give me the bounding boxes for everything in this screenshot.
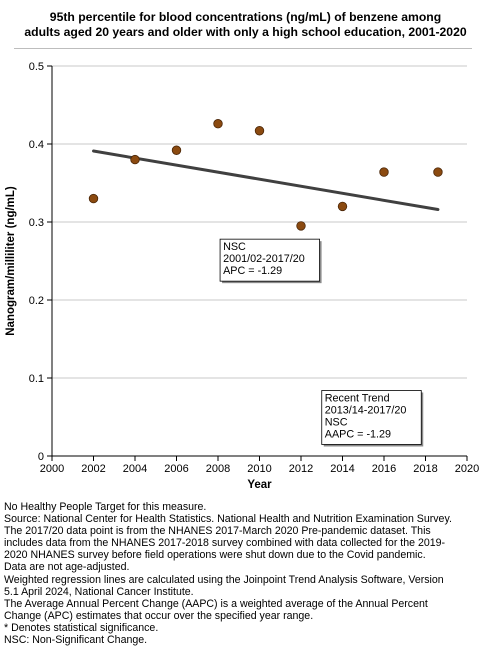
x-tick-label: 2020 — [455, 463, 479, 475]
note-line: Data are not age-adjusted. — [4, 561, 130, 574]
x-tick-label: 2006 — [164, 463, 188, 475]
title-divider — [14, 48, 472, 49]
annotation-text: AAPC = -1.29 — [325, 428, 391, 440]
data-point — [88, 193, 99, 204]
apc-annotation-box — [219, 238, 320, 282]
y-tick-label: 0 — [38, 451, 44, 463]
x-tick-label: 2014 — [330, 463, 354, 475]
chart-title-line-1: 95th percentile for blood concentrations… — [49, 10, 442, 24]
note-line: 5.1 April 2024, National Cancer Institut… — [4, 585, 194, 598]
x-tick-label: 2018 — [413, 463, 437, 475]
annotation-text: NSC — [223, 241, 246, 253]
note-line: 2020 NHANES survey before field operatio… — [4, 549, 426, 562]
annotation-text: NSC — [325, 416, 348, 428]
annotation-text: 2013/14-2017/20 — [325, 404, 407, 416]
note-line: includes data from the NHANES 2017-2018 … — [4, 537, 446, 550]
annotation-text: APC = -1.29 — [223, 265, 282, 277]
note-line: The 2017/20 data point is from the NHANE… — [4, 525, 431, 538]
x-tick-label: 2008 — [206, 463, 230, 475]
note-line: No Healthy People Target for this measur… — [4, 501, 207, 513]
data-point — [171, 145, 182, 155]
data-point — [254, 126, 265, 136]
y-tick-label: 0.1 — [29, 373, 44, 385]
data-point — [337, 201, 348, 212]
x-tick-label: 2016 — [372, 463, 396, 475]
x-tick-label: 2010 — [247, 463, 271, 475]
note-line: The Average Annual Percent Change (AAPC)… — [4, 597, 428, 610]
note-line: Change (APC) estimates that occur over t… — [4, 609, 314, 622]
x-tick-label: 2004 — [123, 463, 147, 475]
y-tick-label: 0.5 — [29, 61, 44, 73]
y-tick-label: 0.4 — [29, 139, 44, 151]
x-tick-label: 2012 — [289, 463, 313, 475]
scatter-chart: 0 0.1 0.2 0.3 0.4 0.5 2000 2002 2004 2006 2008 2010… — [5, 61, 479, 491]
x-tick-label: 2002 — [81, 463, 105, 475]
data-point — [130, 154, 140, 165]
annotation-text: Recent Trend — [325, 392, 390, 404]
chart-title-line-2: adults aged 20 years and older with only… — [24, 25, 467, 39]
trend-line — [92, 149, 440, 212]
y-tick-label: 0.2 — [29, 295, 44, 307]
note-line: NSC: Non-Significant Change. — [4, 634, 148, 646]
x-axis-label: Year — [247, 479, 272, 491]
data-point — [379, 167, 389, 177]
x-tick-label: 2000 — [40, 463, 64, 475]
chart-notes: No Healthy People Target for this measur… — [4, 501, 488, 646]
recent-trend-box — [321, 390, 422, 445]
note-line: * Denotes statistical significance. — [4, 621, 159, 634]
data-point — [213, 119, 223, 129]
annotation-text: 2001/02-2017/20 — [223, 253, 305, 265]
note-line: Weighted regression lines are calculated… — [4, 573, 444, 586]
data-point — [433, 167, 443, 177]
y-axis-label: Nanogram/milliliter (ng/mL) — [5, 186, 17, 336]
note-line: Source: National Center for Health Stati… — [4, 513, 452, 526]
y-tick-label: 0.3 — [29, 217, 44, 229]
chart-title: 95th percentile for blood concentrations… — [0, 10, 491, 40]
data-point — [296, 221, 306, 231]
